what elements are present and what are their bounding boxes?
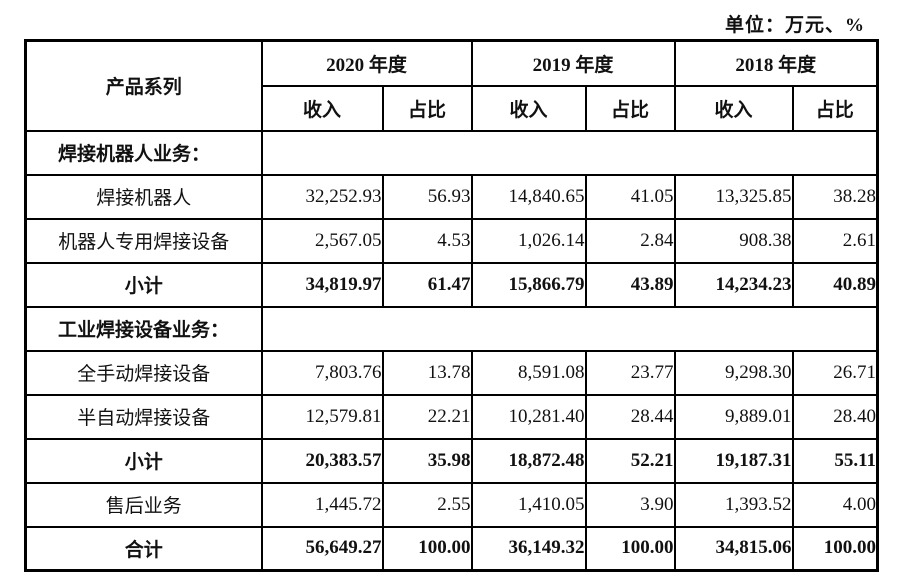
cell-share-2020: 22.21 — [381, 393, 473, 440]
cell-share-2018: 38.28 — [791, 173, 879, 220]
cell-share-2018: 26.71 — [791, 349, 879, 396]
cell-revenue-2019: 1,026.14 — [470, 217, 587, 264]
row-label: 半自动焊接设备 — [24, 393, 263, 440]
row-label: 合计 — [24, 525, 263, 572]
unit-label: 单位：万元、% — [724, 15, 865, 36]
cell-revenue-2018: 34,815.06 — [673, 525, 794, 572]
sub-header-revenue-2019: 收入 — [470, 84, 587, 132]
table-row: 焊接机器人 32,252.93 56.93 14,840.65 41.05 13… — [24, 173, 879, 220]
cell-share-2019: 23.77 — [584, 349, 676, 396]
table-row: 半自动焊接设备 12,579.81 22.21 10,281.40 28.44 … — [24, 393, 879, 440]
empty-section-cell — [260, 305, 879, 352]
cell-revenue-2019: 36,149.32 — [470, 525, 587, 572]
cell-share-2020: 35.98 — [381, 437, 473, 484]
sub-header-revenue-2018: 收入 — [673, 84, 794, 132]
sub-header-share-2018: 占比 — [791, 84, 879, 132]
cell-revenue-2020: 2,567.05 — [260, 217, 384, 264]
row-label: 工业焊接设备业务： — [24, 305, 263, 352]
cell-revenue-2019: 14,840.65 — [470, 173, 587, 220]
cell-share-2018: 28.40 — [791, 393, 879, 440]
table-row-total: 合计 56,649.27 100.00 36,149.32 100.00 34,… — [24, 525, 879, 572]
row-label: 全手动焊接设备 — [24, 349, 263, 396]
table-row: 全手动焊接设备 7,803.76 13.78 8,591.08 23.77 9,… — [24, 349, 879, 396]
product-series-header: 产品系列 — [24, 39, 263, 132]
cell-revenue-2020: 7,803.76 — [260, 349, 384, 396]
sub-header-share-2020: 占比 — [381, 84, 473, 132]
cell-revenue-2020: 12,579.81 — [260, 393, 384, 440]
empty-section-cell — [260, 129, 879, 176]
revenue-by-product-table: 产品系列 2020 年度 2019 年度 2018 年度 收入 占比 收入 占比… — [24, 39, 880, 572]
table-row-section-industrial-welding: 工业焊接设备业务： — [24, 305, 879, 352]
table-row-subtotal: 小计 34,819.97 61.47 15,866.79 43.89 14,23… — [24, 261, 879, 308]
cell-share-2019: 28.44 — [584, 393, 676, 440]
cell-revenue-2018: 9,889.01 — [673, 393, 794, 440]
row-label: 售后业务 — [24, 481, 263, 528]
cell-revenue-2018: 9,298.30 — [673, 349, 794, 396]
cell-revenue-2018: 908.38 — [673, 217, 794, 264]
row-label: 焊接机器人业务： — [24, 129, 263, 176]
cell-revenue-2019: 15,866.79 — [470, 261, 587, 308]
cell-share-2020: 4.53 — [381, 217, 473, 264]
cell-share-2020: 61.47 — [381, 261, 473, 308]
cell-share-2018: 2.61 — [791, 217, 879, 264]
row-label: 机器人专用焊接设备 — [24, 217, 263, 264]
cell-share-2019: 43.89 — [584, 261, 676, 308]
cell-revenue-2018: 1,393.52 — [673, 481, 794, 528]
cell-revenue-2020: 56,649.27 — [260, 525, 384, 572]
cell-share-2019: 2.84 — [584, 217, 676, 264]
table-row-subtotal: 小计 20,383.57 35.98 18,872.48 52.21 19,18… — [24, 437, 879, 484]
cell-share-2020: 100.00 — [381, 525, 473, 572]
row-label: 焊接机器人 — [24, 173, 263, 220]
cell-revenue-2019: 10,281.40 — [470, 393, 587, 440]
year-header-2019: 2019 年度 — [470, 39, 676, 87]
cell-revenue-2018: 19,187.31 — [673, 437, 794, 484]
cell-revenue-2020: 20,383.57 — [260, 437, 384, 484]
cell-revenue-2018: 13,325.85 — [673, 173, 794, 220]
cell-share-2019: 3.90 — [584, 481, 676, 528]
cell-share-2019: 100.00 — [584, 525, 676, 572]
cell-revenue-2020: 32,252.93 — [260, 173, 384, 220]
cell-share-2020: 13.78 — [381, 349, 473, 396]
table-row: 机器人专用焊接设备 2,567.05 4.53 1,026.14 2.84 90… — [24, 217, 879, 264]
table-row-section-welding-robot: 焊接机器人业务： — [24, 129, 879, 176]
cell-revenue-2020: 34,819.97 — [260, 261, 384, 308]
cell-share-2018: 40.89 — [791, 261, 879, 308]
row-label: 小计 — [24, 261, 263, 308]
cell-share-2018: 100.00 — [791, 525, 879, 572]
cell-revenue-2019: 1,410.05 — [470, 481, 587, 528]
header-row-years: 产品系列 2020 年度 2019 年度 2018 年度 — [24, 39, 879, 132]
cell-revenue-2018: 14,234.23 — [673, 261, 794, 308]
table-row: 售后业务 1,445.72 2.55 1,410.05 3.90 1,393.5… — [24, 481, 879, 528]
cell-share-2018: 4.00 — [791, 481, 879, 528]
cell-share-2020: 56.93 — [381, 173, 473, 220]
sub-header-revenue-2020: 收入 — [260, 84, 384, 132]
cell-share-2019: 52.21 — [584, 437, 676, 484]
cell-share-2018: 55.11 — [791, 437, 879, 484]
cell-share-2020: 2.55 — [381, 481, 473, 528]
year-header-2018: 2018 年度 — [673, 39, 879, 87]
cell-share-2019: 41.05 — [584, 173, 676, 220]
cell-revenue-2019: 18,872.48 — [470, 437, 587, 484]
sub-header-share-2019: 占比 — [584, 84, 676, 132]
cell-revenue-2019: 8,591.08 — [470, 349, 587, 396]
year-header-2020: 2020 年度 — [260, 39, 473, 87]
header-row-subcolumns: 收入 占比 收入 占比 收入 占比 — [26, 84, 879, 132]
cell-revenue-2020: 1,445.72 — [260, 481, 384, 528]
row-label: 小计 — [24, 437, 263, 484]
